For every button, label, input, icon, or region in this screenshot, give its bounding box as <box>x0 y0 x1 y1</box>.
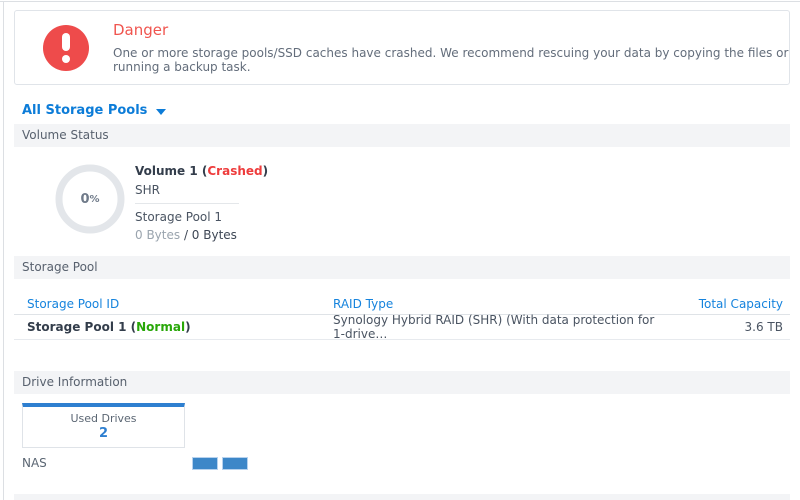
danger-alert: Danger One or more storage pools/SSD cac… <box>14 10 790 85</box>
usage-value: 0 <box>80 191 90 207</box>
volume-usage-donut: 0 % <box>55 164 125 234</box>
pool-id-close: ) <box>185 320 191 334</box>
volume-divider <box>135 203 239 204</box>
volume-details: Volume 1 (Crashed) SHR Storage Pool 1 0 … <box>135 164 268 242</box>
volume-status-section-header: Volume Status <box>14 124 790 147</box>
pool-table-header-row: Storage Pool ID RAID Type Total Capacity <box>14 293 790 315</box>
volume-status-badge: Crashed <box>207 164 263 178</box>
nas-host-label: NAS <box>22 456 47 470</box>
volume-title-close: ) <box>262 164 269 178</box>
exclamation-dot <box>62 54 70 63</box>
volume-name: Volume 1 ( <box>135 164 208 178</box>
pool-status-badge: Normal <box>136 320 186 334</box>
used-drives-count: 2 <box>98 426 109 441</box>
chevron-down-icon <box>156 108 167 115</box>
pool-selector-label: All Storage Pools <box>22 103 148 118</box>
next-section-header-partial <box>14 494 790 500</box>
panel-left-border <box>3 2 4 500</box>
panel-top-border <box>0 1 800 2</box>
storage-manager-panel: Danger One or more storage pools/SSD cac… <box>14 0 790 500</box>
drive-slot[interactable] <box>222 457 248 470</box>
alert-message: One or more storage pools/SSD caches hav… <box>113 46 789 74</box>
drive-bars <box>192 457 248 470</box>
storage-pool-section-header: Storage Pool <box>14 256 790 279</box>
pool-selector-dropdown[interactable]: All Storage Pools <box>22 103 167 118</box>
volume-usage-percent: 0 % <box>55 164 125 234</box>
alert-title: Danger <box>113 21 169 39</box>
pool-table-row[interactable]: Storage Pool 1 (Normal) Synology Hybrid … <box>14 313 790 341</box>
danger-exclamation-icon <box>43 24 89 71</box>
column-header-raid-type[interactable]: RAID Type <box>333 296 394 311</box>
exclamation-bar <box>62 32 70 51</box>
storage-pool-table: Storage Pool ID RAID Type Total Capacity… <box>14 293 790 341</box>
volume-status-content: 0 % Volume 1 (Crashed) SHR Storage Pool … <box>14 164 790 242</box>
volume-capacity: 0 Bytes / 0 Bytes <box>135 228 268 242</box>
used-drives-card[interactable]: Used Drives 2 <box>22 403 185 448</box>
used-drives-label: Used Drives <box>70 412 137 425</box>
volume-title: Volume 1 (Crashed) <box>135 164 268 178</box>
pool-capacity-cell: 3.6 TB <box>744 320 783 334</box>
alert-text-block: Danger One or more storage pools/SSD cac… <box>113 21 789 74</box>
column-header-total-capacity[interactable]: Total Capacity <box>698 296 783 311</box>
nas-drive-row: NAS <box>14 455 790 471</box>
drive-slot[interactable] <box>192 457 218 470</box>
column-header-pool-id[interactable]: Storage Pool ID <box>27 296 120 311</box>
donut-ring <box>55 164 125 234</box>
pool-raid-cell: Synology Hybrid RAID (SHR) (With data pr… <box>333 313 655 341</box>
capacity-total: / 0 Bytes <box>180 228 237 242</box>
pool-id-cell: Storage Pool 1 (Normal) <box>27 320 333 334</box>
usage-unit: % <box>89 193 100 205</box>
volume-pool-name: Storage Pool 1 <box>135 210 223 224</box>
capacity-used: 0 Bytes <box>135 228 181 242</box>
volume-raid-type: SHR <box>135 183 160 197</box>
drive-information-section-header: Drive Information <box>14 371 790 394</box>
pool-id-name: Storage Pool 1 ( <box>27 320 137 334</box>
